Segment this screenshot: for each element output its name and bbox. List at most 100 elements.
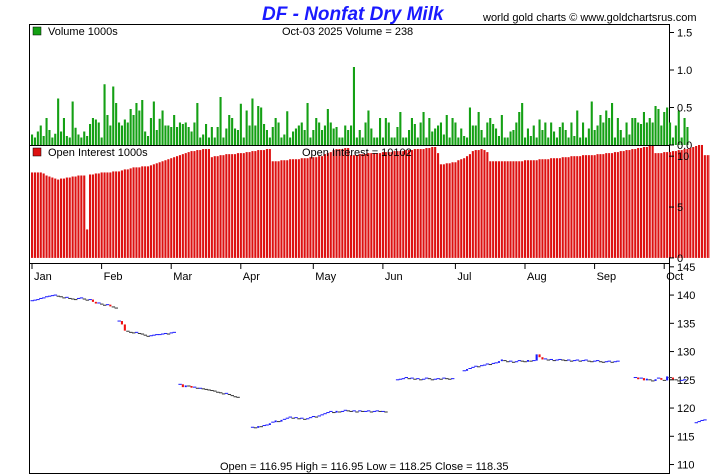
volume-bar <box>39 125 42 145</box>
volume-bar <box>532 125 535 145</box>
open-interest-bar <box>477 150 480 258</box>
open-interest-bar <box>625 150 628 258</box>
price-candle <box>190 386 193 388</box>
volume-bar <box>634 118 637 145</box>
month-axis: Jan Feb Mar Apr May Jun Jul Aug Sep Oct <box>31 264 683 283</box>
volume-bar <box>341 137 344 145</box>
volume-bar <box>323 125 326 145</box>
volume-bar <box>521 103 524 145</box>
volume-bar <box>33 137 36 145</box>
volume-bar <box>529 136 532 145</box>
open-interest-bar <box>671 151 674 258</box>
volume-bar <box>419 122 422 145</box>
open-interest-bar <box>161 161 164 258</box>
volume-bar <box>138 110 141 145</box>
volume-bar <box>686 127 689 145</box>
open-interest-bar <box>297 159 300 258</box>
volume-legend-label: Volume 1000s <box>48 26 118 38</box>
credit-text: world gold charts © www.goldchartsrus.co… <box>482 12 697 24</box>
price-info: Open = 116.95 High = 116.95 Low = 118.25… <box>220 461 508 473</box>
open-interest-bar <box>199 150 202 258</box>
open-interest-bar <box>60 178 63 258</box>
volume-bar <box>83 131 86 145</box>
price-candle <box>526 360 529 362</box>
open-interest-bar <box>587 155 590 258</box>
open-interest-bar <box>637 148 640 258</box>
volume-bar <box>422 112 425 145</box>
volume-bar <box>640 124 643 145</box>
y-tick-label: 145 <box>677 262 695 274</box>
open-interest-bar <box>236 153 239 258</box>
volume-bar <box>120 125 123 145</box>
open-interest-legend-label: Open Interest 1000s <box>48 147 148 159</box>
open-interest-bar <box>210 157 213 258</box>
open-interest-bar <box>683 149 686 258</box>
open-interest-bar <box>532 160 535 258</box>
open-interest-bar <box>509 161 512 258</box>
open-interest-bar <box>596 154 599 258</box>
open-interest-bar <box>547 159 550 258</box>
volume-bar <box>437 125 440 145</box>
price-candle <box>274 420 277 423</box>
volume-bar <box>480 130 483 145</box>
y-tick-label: 1.0 <box>677 65 692 77</box>
open-interest-bar <box>579 156 582 258</box>
open-interest-bar <box>457 160 460 258</box>
volume-bar <box>544 122 547 145</box>
volume-bar <box>570 122 573 145</box>
open-interest-bar <box>628 150 631 258</box>
volume-bar <box>454 122 457 145</box>
volume-bar <box>474 125 477 145</box>
volume-bar <box>173 115 176 145</box>
volume-bar <box>413 124 416 145</box>
month-tick-label: Apr <box>243 271 260 283</box>
price-candle <box>181 384 184 388</box>
volume-bar <box>558 127 561 145</box>
open-interest-bar <box>445 163 448 258</box>
open-interest-bar <box>567 157 570 258</box>
open-interest-bar <box>448 163 451 258</box>
volume-bar <box>387 122 390 145</box>
open-interest-bar <box>387 152 390 258</box>
volume-bar <box>648 118 651 145</box>
volume-bar <box>141 100 144 145</box>
price-candle <box>642 378 645 381</box>
open-interest-bar <box>77 175 80 258</box>
open-interest-bar <box>289 159 292 258</box>
volume-bar <box>497 136 500 145</box>
open-interest-bar <box>115 171 118 258</box>
volume-bar <box>178 122 181 145</box>
open-interest-bar <box>425 148 428 258</box>
volume-bar <box>260 107 263 145</box>
volume-bar <box>506 137 509 145</box>
open-interest-bar <box>300 158 303 258</box>
price-candle <box>535 354 538 361</box>
open-interest-bar <box>521 161 524 258</box>
open-interest-bar <box>257 150 260 258</box>
open-interest-bar <box>608 153 611 258</box>
open-interest-bar <box>405 150 408 258</box>
open-interest-bar <box>170 158 173 258</box>
open-interest-bar <box>692 147 695 258</box>
open-interest-bar <box>225 154 228 258</box>
open-interest-bar <box>428 148 431 258</box>
open-interest-bar <box>408 150 411 258</box>
volume-bar <box>547 137 550 145</box>
volume-bar <box>460 128 463 145</box>
open-interest-bar <box>393 151 396 258</box>
volume-bar <box>94 119 97 145</box>
open-interest-bar <box>294 159 297 258</box>
price-candle <box>268 423 271 425</box>
open-interest-bar <box>582 155 585 258</box>
open-interest-bar <box>251 151 254 258</box>
volume-bar <box>112 86 115 145</box>
open-interest-bar <box>515 161 518 258</box>
open-interest-bar <box>33 172 36 258</box>
volume-bar <box>555 137 558 145</box>
open-interest-bar <box>373 153 376 258</box>
volume-bar <box>561 122 564 145</box>
open-interest-bar <box>674 151 677 258</box>
price-candle <box>109 304 112 307</box>
volume-bar <box>326 109 329 145</box>
